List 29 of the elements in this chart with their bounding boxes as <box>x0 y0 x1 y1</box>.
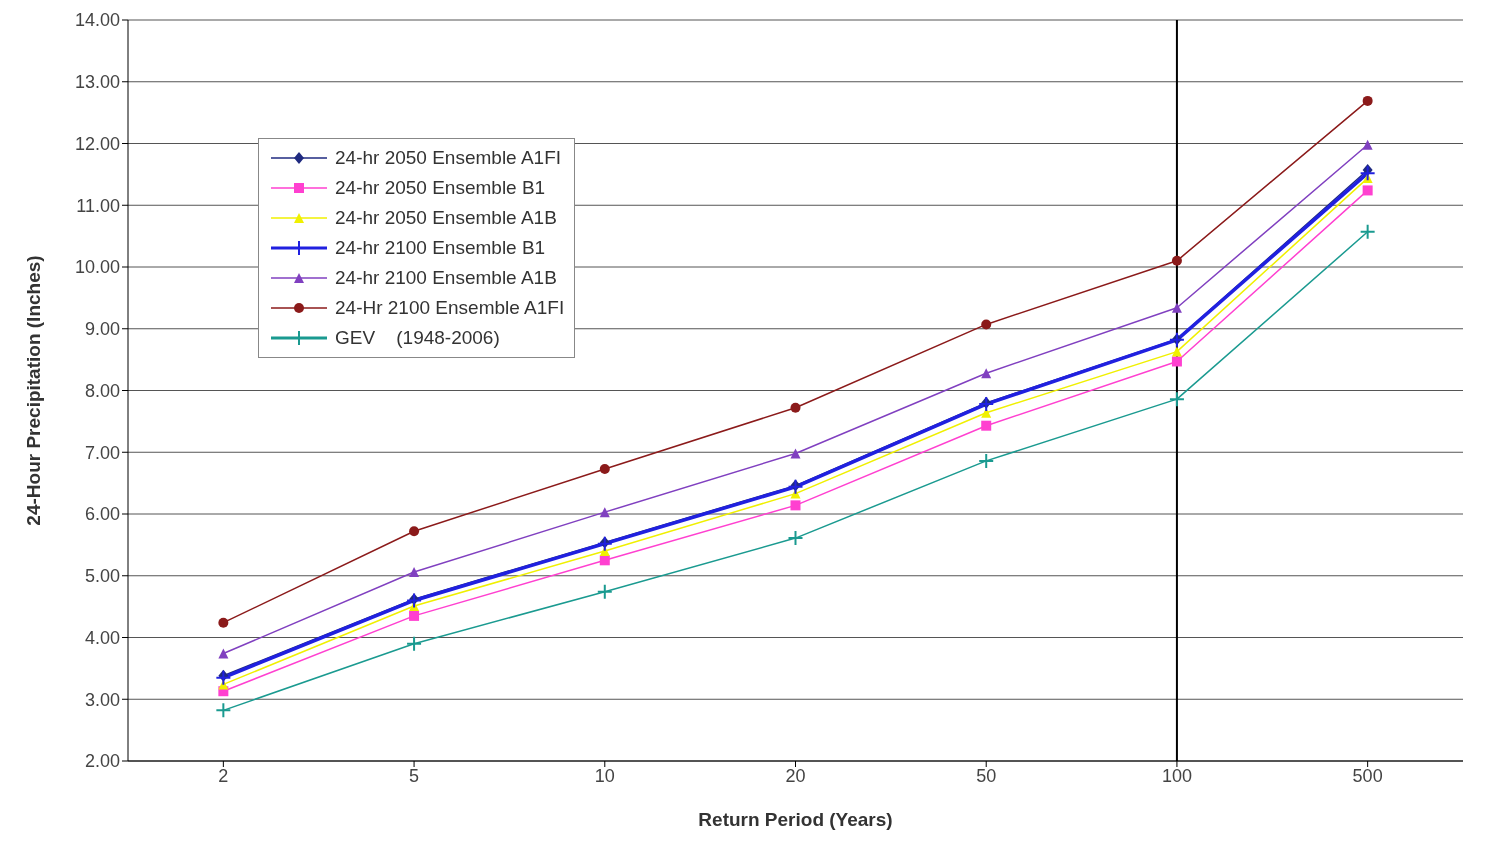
legend-label: 24-hr 2050 Ensemble B1 <box>335 177 546 199</box>
y-axis-title: 24-Hour Precipitation (Inches) <box>22 255 44 526</box>
x-tick-label: 5 <box>409 765 420 786</box>
x-tick-label: 10 <box>594 765 615 786</box>
y-tick-label: 3.00 <box>84 689 120 710</box>
y-tick-label: 12.00 <box>74 133 120 154</box>
legend-label: 24-hr 2100 Ensemble B1 <box>335 237 546 259</box>
x-tick-label: 500 <box>1352 765 1383 786</box>
y-tick-label: 4.00 <box>84 627 120 648</box>
legend-label: GEV (1948-2006) <box>335 327 500 349</box>
legend-label: 24-hr 2050 Ensemble A1B <box>335 207 557 229</box>
y-tick-label: 11.00 <box>76 195 120 216</box>
y-tick-label: 9.00 <box>84 319 120 340</box>
x-tick-label: 50 <box>976 765 997 786</box>
x-axis-title: Return Period (Years) <box>698 809 893 830</box>
legend-label: 24-Hr 2100 Ensemble A1FI <box>335 297 565 319</box>
legend-label: 24-hr 2050 Ensemble A1FI <box>335 147 562 169</box>
x-tick-label: 2 <box>218 765 229 786</box>
y-tick-label: 8.00 <box>84 380 120 401</box>
y-tick-label: 6.00 <box>84 504 120 525</box>
y-tick-label: 5.00 <box>84 566 120 587</box>
y-tick-label: 10.00 <box>74 257 120 278</box>
x-tick-label: 100 <box>1161 765 1192 786</box>
y-tick-label: 7.00 <box>84 442 120 463</box>
y-tick-label: 14.00 <box>74 10 120 31</box>
y-tick-label: 2.00 <box>84 751 120 772</box>
y-tick-label: 13.00 <box>74 72 120 93</box>
x-tick-label: 20 <box>785 765 806 786</box>
legend-label: 24-hr 2100 Ensemble A1B <box>335 267 557 289</box>
